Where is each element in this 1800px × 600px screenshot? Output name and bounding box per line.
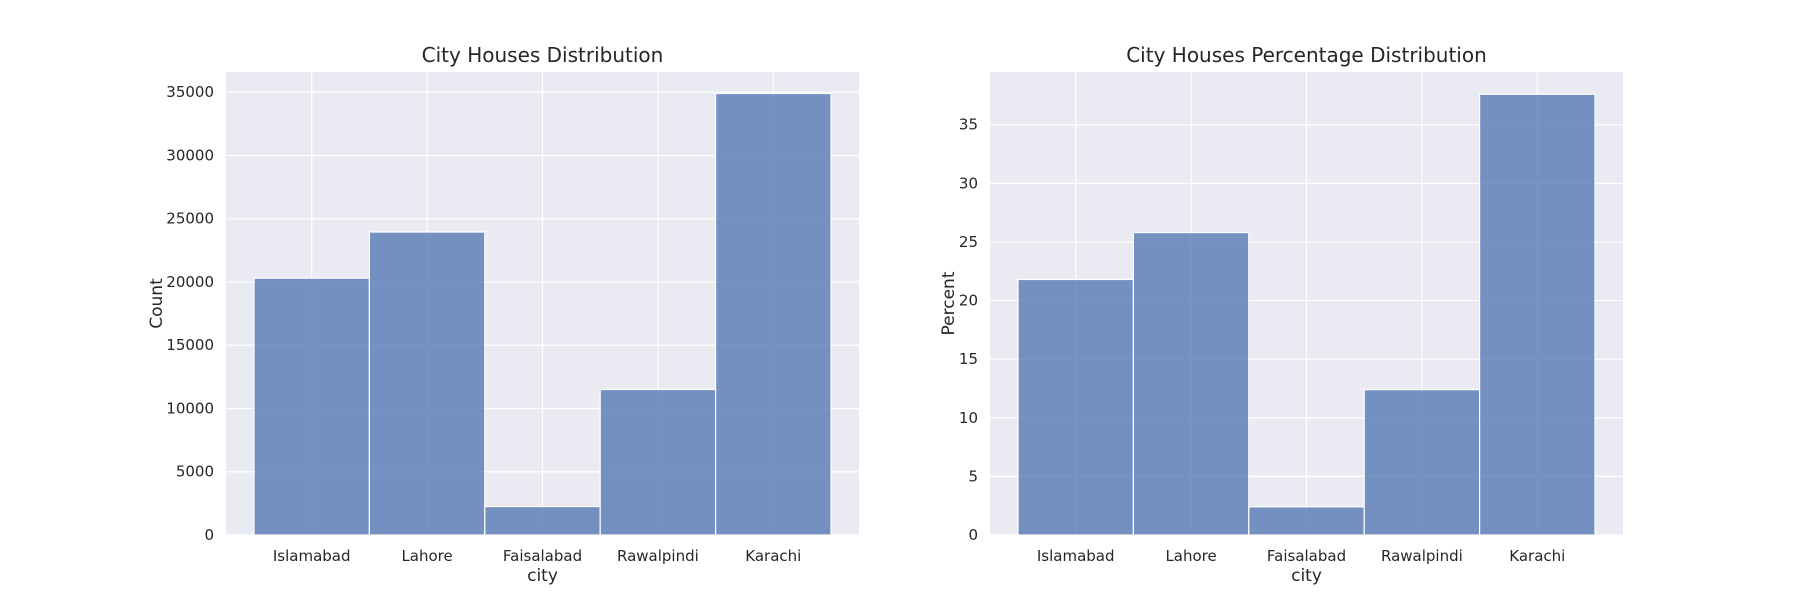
y-axis-label: Count bbox=[147, 278, 167, 329]
y-tick-label: 5000 bbox=[176, 463, 214, 481]
x-tick-labels: Islamabad Lahore Faisalabad Rawalpindi Karac… bbox=[273, 547, 801, 565]
y-tick-label: 10 bbox=[959, 409, 978, 427]
x-axis-label: city bbox=[1291, 566, 1322, 586]
x-tick-label: Lahore bbox=[1165, 547, 1216, 565]
chart-title: City Houses Percentage Distribution bbox=[1126, 43, 1487, 67]
chart-city-houses-percentage-distribution: 0 5 10 15 20 25 30 35 Islamabad Lahore Faisalabad… bbox=[939, 43, 1623, 586]
y-tick-label: 35000 bbox=[166, 83, 214, 101]
y-tick-label: 0 bbox=[968, 526, 978, 544]
y-tick-label: 35 bbox=[959, 116, 978, 134]
bars bbox=[253, 92, 832, 536]
x-tick-label: Faisalabad bbox=[503, 547, 582, 565]
y-tick-labels: 0 5000 10000 15000 20000 25000 30000 35000 bbox=[166, 83, 214, 544]
bar-lahore bbox=[1132, 231, 1250, 536]
x-axis-label: city bbox=[527, 566, 558, 586]
y-tick-label: 30 bbox=[959, 174, 978, 192]
bar-rawalpindi bbox=[599, 388, 717, 536]
y-tick-label: 0 bbox=[204, 526, 214, 544]
bar-karachi bbox=[714, 92, 832, 536]
y-tick-label: 20 bbox=[959, 292, 978, 310]
bar-faisalabad bbox=[484, 505, 601, 536]
bar-karachi bbox=[1478, 93, 1596, 536]
chart-city-houses-distribution: 0 5000 10000 15000 20000 25000 30000 35000 Isla… bbox=[147, 43, 859, 586]
bar-islamabad bbox=[253, 277, 371, 536]
x-tick-label: Faisalabad bbox=[1267, 547, 1346, 565]
x-tick-labels: Islamabad Lahore Faisalabad Rawalpindi Karac… bbox=[1037, 547, 1565, 565]
y-tick-label: 20000 bbox=[166, 273, 214, 291]
bar-islamabad bbox=[1017, 278, 1135, 536]
y-tick-label: 15 bbox=[959, 350, 978, 368]
y-axis-label: Percent bbox=[939, 271, 959, 335]
x-tick-label: Islamabad bbox=[1037, 547, 1115, 565]
x-tick-label: Islamabad bbox=[273, 547, 351, 565]
chart-title: City Houses Distribution bbox=[422, 43, 664, 67]
x-tick-label: Karachi bbox=[1509, 547, 1565, 565]
y-tick-label: 10000 bbox=[166, 399, 214, 417]
y-tick-label: 15000 bbox=[166, 336, 214, 354]
bar-lahore bbox=[368, 231, 486, 536]
bars bbox=[1017, 93, 1596, 536]
x-tick-label: Rawalpindi bbox=[617, 547, 699, 565]
bar-faisalabad bbox=[1248, 506, 1365, 536]
x-tick-label: Rawalpindi bbox=[1381, 547, 1463, 565]
y-tick-label: 25000 bbox=[166, 210, 214, 228]
y-tick-label: 5 bbox=[968, 467, 978, 485]
bar-rawalpindi bbox=[1363, 389, 1481, 536]
y-tick-label: 30000 bbox=[166, 146, 214, 164]
x-tick-label: Karachi bbox=[745, 547, 801, 565]
y-tick-label: 25 bbox=[959, 233, 978, 251]
x-tick-label: Lahore bbox=[401, 547, 452, 565]
y-tick-labels: 0 5 10 15 20 25 30 35 bbox=[959, 116, 978, 544]
